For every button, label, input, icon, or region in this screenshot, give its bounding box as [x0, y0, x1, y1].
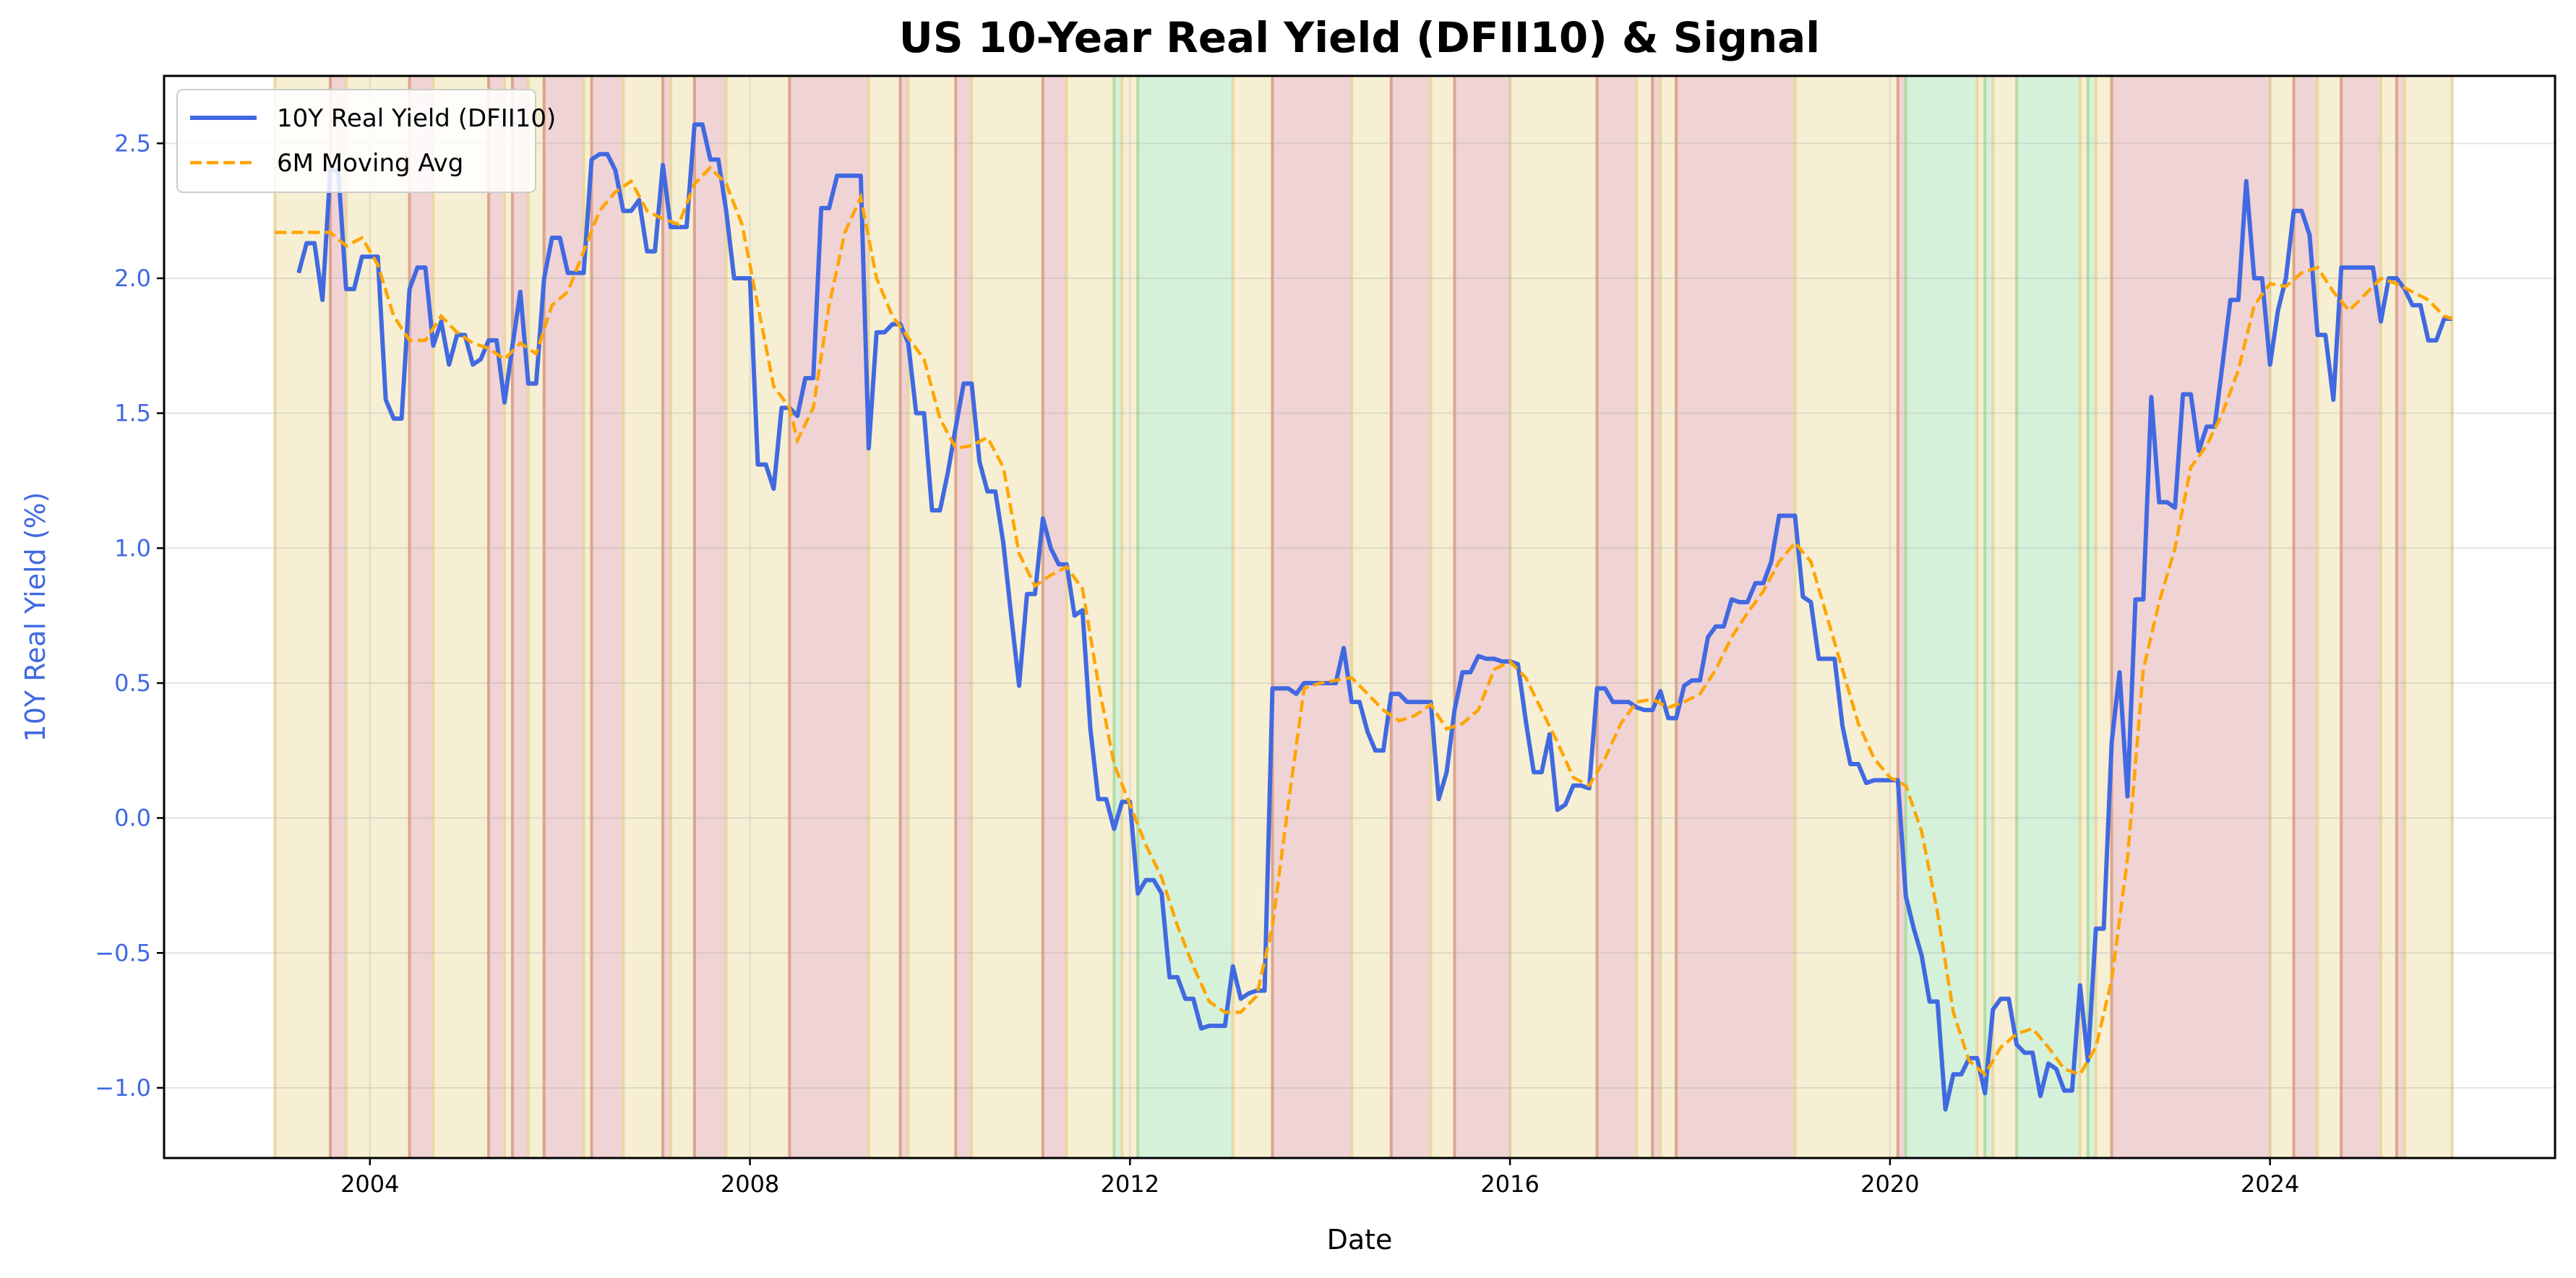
- y-axis-label: 10Y Real Yield (%): [20, 492, 51, 742]
- signal-region-yellow: [623, 76, 664, 1158]
- signal-region-red: [1897, 76, 1906, 1158]
- signal-region-red: [2341, 76, 2382, 1158]
- signal-region-yellow: [1430, 76, 1455, 1158]
- signal-region-red: [2396, 76, 2405, 1158]
- signal-region-red: [489, 76, 505, 1158]
- signal-region-green: [1114, 76, 1122, 1158]
- legend-box: [176, 89, 536, 193]
- signal-region-yellow: [971, 76, 1043, 1158]
- x-tick-label: 2004: [340, 1170, 399, 1198]
- signal-region-yellow: [2381, 76, 2397, 1158]
- signal-region-red: [1272, 76, 1352, 1158]
- signal-region-red: [1391, 76, 1431, 1158]
- x-axis-label: Date: [1327, 1224, 1393, 1256]
- signal-region-yellow: [1660, 76, 1677, 1158]
- x-tick-label: 2012: [1101, 1170, 1159, 1198]
- x-tick-label: 2016: [1480, 1170, 1539, 1198]
- signal-region-yellow: [671, 76, 695, 1158]
- signal-region-red: [1597, 76, 1637, 1158]
- series-layer: [275, 122, 2453, 1112]
- signal-region-red: [694, 76, 726, 1158]
- legend: 10Y Real Yield (DFII10) 6M Moving Avg: [176, 89, 556, 193]
- x-tick-label: 2024: [2241, 1170, 2299, 1198]
- y-tick-label: 1.0: [114, 534, 151, 562]
- signal-region-green: [2087, 76, 2096, 1158]
- signal-region-yellow: [433, 76, 489, 1158]
- y-tick-label: −1.0: [95, 1074, 151, 1102]
- signal-region-yellow: [1795, 76, 1898, 1158]
- plot-frame: [163, 74, 2556, 1159]
- signal-region-green: [2017, 76, 2080, 1158]
- signal-region-yellow: [908, 76, 956, 1158]
- signal-region-red: [2293, 76, 2318, 1158]
- signal-region-red: [2111, 76, 2270, 1158]
- signal-region-red: [330, 76, 346, 1158]
- x-tick-label: 2008: [721, 1170, 779, 1198]
- signal-region-yellow: [528, 76, 544, 1158]
- signal-region-green: [1985, 76, 1993, 1158]
- signal-region-yellow: [868, 76, 901, 1158]
- signal-region-red: [1676, 76, 1795, 1158]
- y-tick-label: 2.0: [114, 265, 151, 292]
- signal-region-yellow: [726, 76, 790, 1158]
- ticks: −1.0 −0.5 0.0 0.5 1.0 1.5 2.0 2.5 2004 2008 2012 20…: [95, 129, 2299, 1198]
- signal-region-red: [1652, 76, 1661, 1158]
- signal-region-red: [900, 76, 909, 1158]
- signal-region-red: [591, 76, 624, 1158]
- signal-region-yellow: [2079, 76, 2088, 1158]
- signal-region-red: [409, 76, 434, 1158]
- legend-label-real-yield: 10Y Real Yield (DFII10): [277, 104, 556, 133]
- y-tick-label: 0.5: [114, 669, 151, 697]
- signal-region-yellow: [345, 76, 410, 1158]
- y-tick-label: 0.0: [114, 805, 151, 832]
- signal-region-red: [512, 76, 528, 1158]
- signal-region-yellow: [583, 76, 592, 1158]
- y-tick-label: 1.5: [114, 400, 151, 427]
- signal-region-yellow: [2404, 76, 2452, 1158]
- signal-region-yellow: [1510, 76, 1597, 1158]
- signal-region-yellow: [1977, 76, 1985, 1158]
- signal-region-red: [956, 76, 972, 1158]
- signal-region-green: [1138, 76, 1233, 1158]
- signal-region-red: [1042, 76, 1067, 1158]
- signal-region-yellow: [505, 76, 512, 1158]
- signal-region-yellow: [2317, 76, 2342, 1158]
- signal-region-yellow: [1636, 76, 1653, 1158]
- signal-region-red: [789, 76, 869, 1158]
- x-tick-label: 2020: [1860, 1170, 1919, 1198]
- signal-region-red: [663, 76, 671, 1158]
- signal-region-yellow: [2095, 76, 2112, 1158]
- signal-region-red: [1454, 76, 1511, 1158]
- chart-title: US 10-Year Real Yield (DFII10) & Signal: [899, 13, 1820, 62]
- legend-label-moving-avg: 6M Moving Avg: [277, 149, 463, 178]
- signal-region-green: [1905, 76, 1978, 1158]
- y-tick-label: −0.5: [95, 939, 151, 966]
- signal-region-yellow: [1993, 76, 2017, 1158]
- signal-regions: [273, 76, 2454, 1158]
- signal-region-yellow: [1122, 76, 1138, 1158]
- y-tick-label: 2.5: [114, 129, 151, 157]
- signal-region-yellow: [1352, 76, 1391, 1158]
- signal-region-yellow: [275, 76, 331, 1158]
